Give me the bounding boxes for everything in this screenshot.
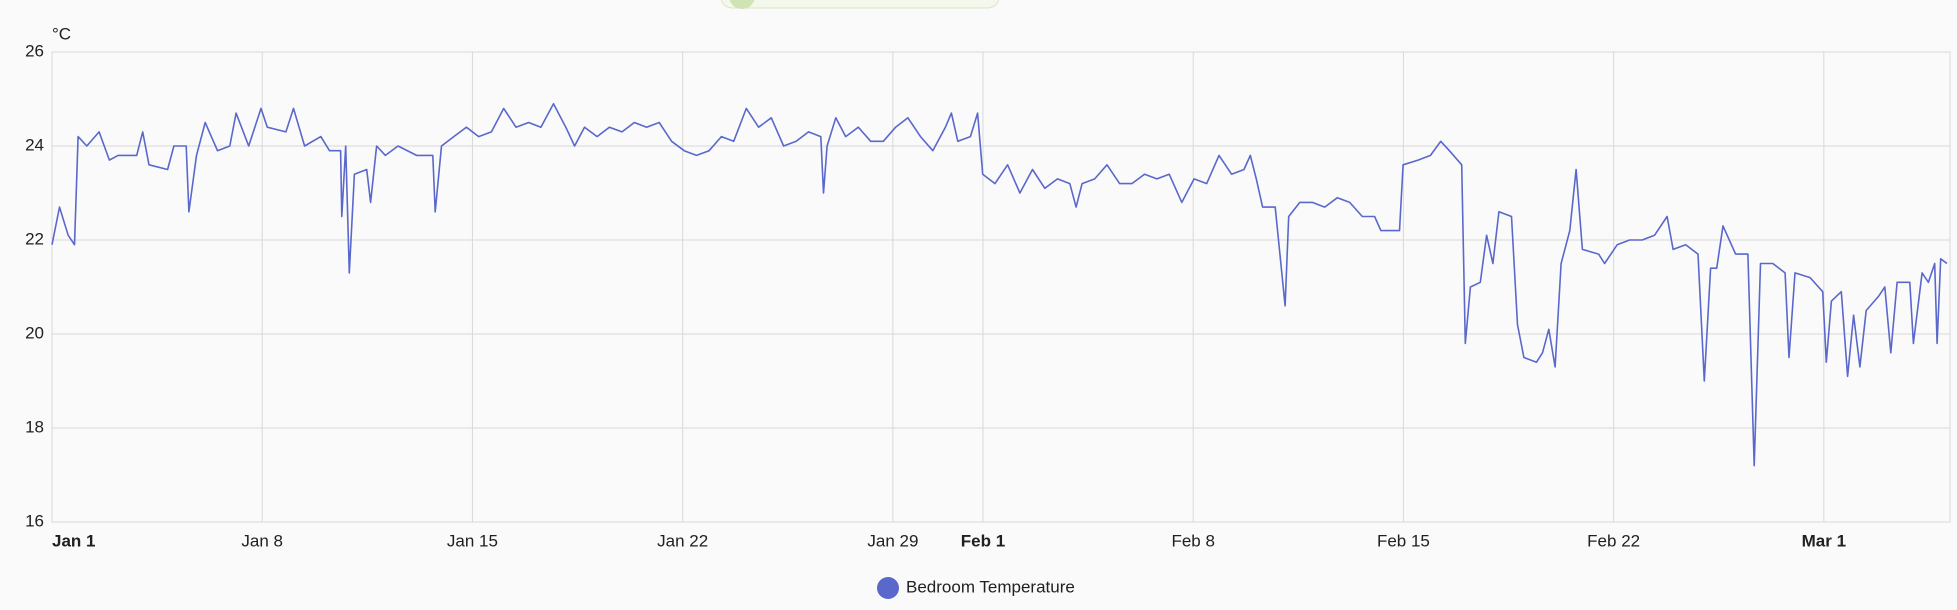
top-pill-icon (729, 0, 755, 9)
y-unit: °C (52, 24, 71, 43)
y-tick-label: 26 (25, 41, 44, 60)
y-tick-label: 24 (25, 135, 44, 154)
y-tick-label: 16 (25, 511, 44, 530)
y-tick-label: 22 (25, 229, 44, 248)
legend-swatch (877, 577, 899, 599)
y-tick-label: 20 (25, 323, 44, 342)
legend: Bedroom Temperature (877, 577, 1075, 599)
legend-label: Bedroom Temperature (906, 577, 1075, 596)
y-tick-label: 18 (25, 417, 44, 436)
x-tick-label: Feb 15 (1377, 531, 1430, 550)
x-tick-label: Jan 8 (241, 531, 283, 550)
x-tick-label: Feb 1 (961, 531, 1005, 550)
x-tick-label: Jan 1 (52, 531, 95, 550)
x-tick-label: Feb 8 (1171, 531, 1214, 550)
x-tick-label: Feb 22 (1587, 531, 1640, 550)
top-pill (720, 0, 1000, 9)
plot-border (51, 51, 1951, 523)
data-line (51, 102, 1948, 467)
x-tick-label: Mar 1 (1802, 531, 1846, 550)
x-tick-label: Jan 15 (447, 531, 498, 550)
x-tick-label: Jan 22 (657, 531, 708, 550)
x-tick-label: Jan 29 (867, 531, 918, 550)
